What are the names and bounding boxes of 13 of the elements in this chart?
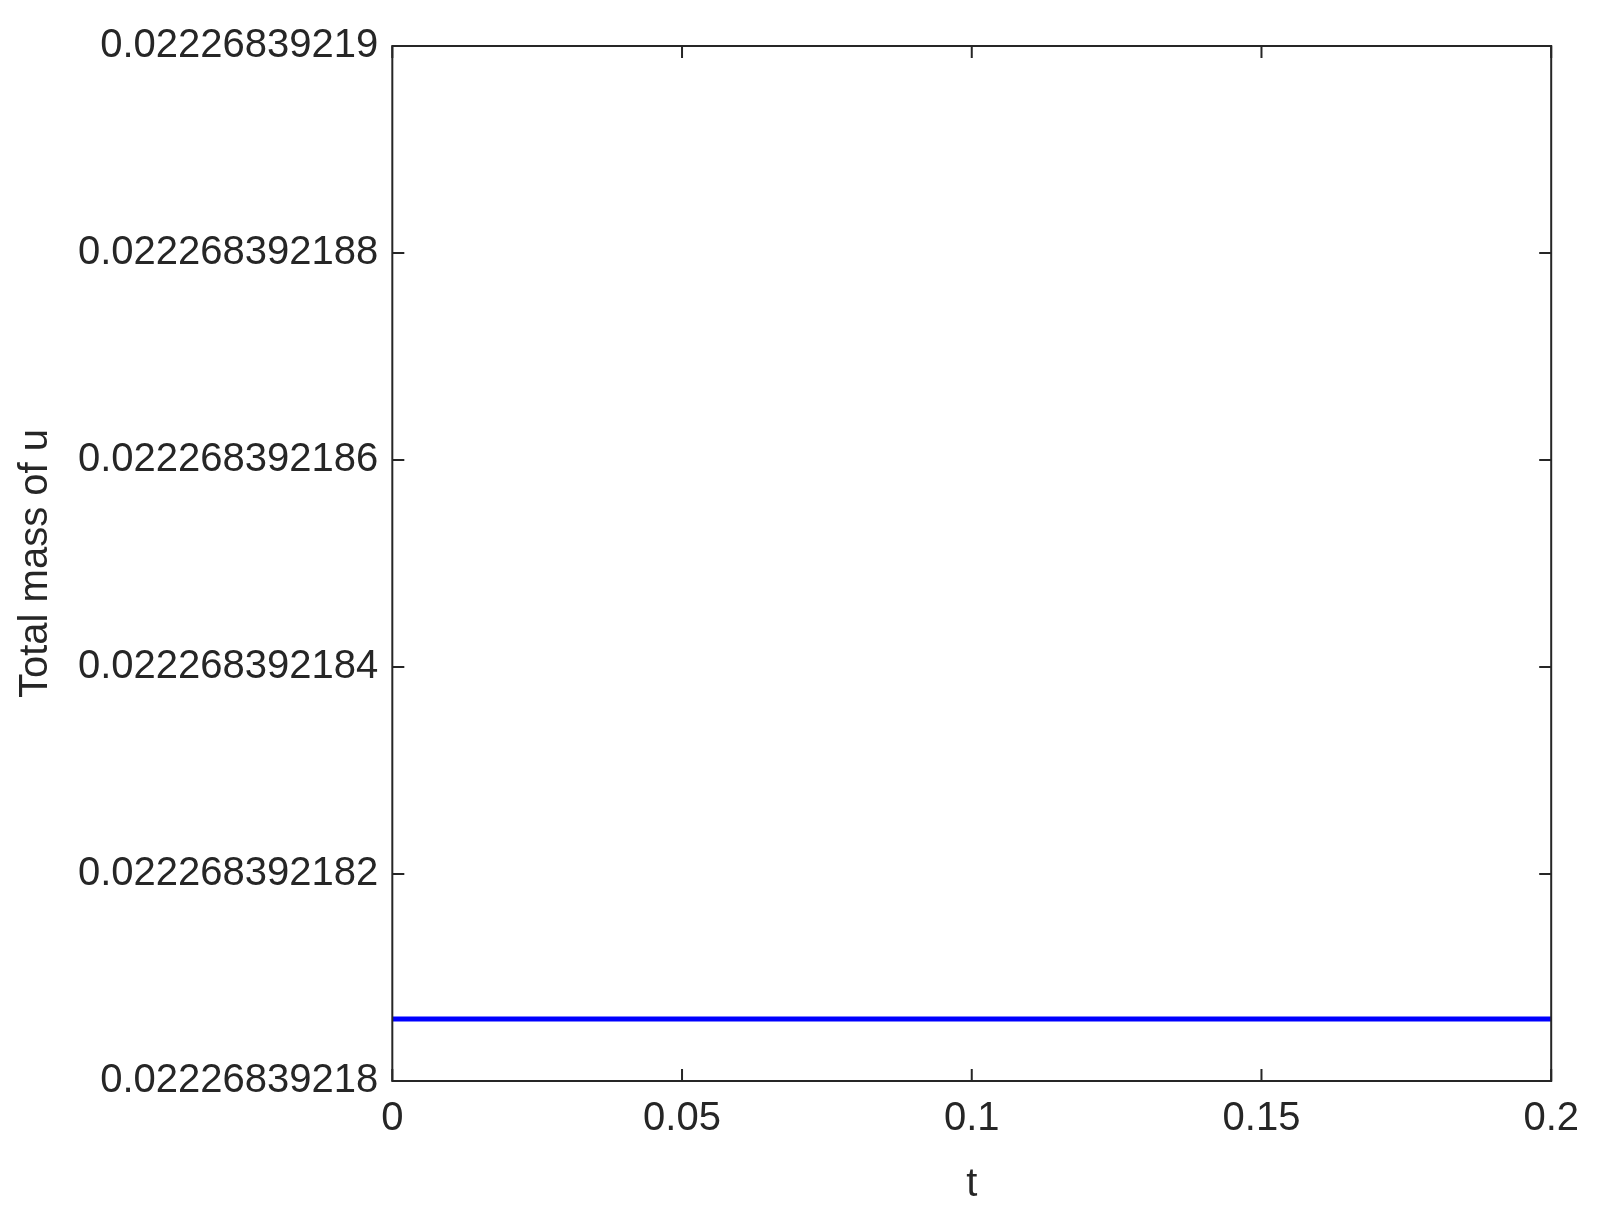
x-tick-label: 0.2 — [1523, 1094, 1579, 1139]
x-tick-label: 0.15 — [1222, 1094, 1301, 1139]
x-tick-label: 0 — [381, 1094, 404, 1139]
y-tick-label: 0.022268392184 — [78, 642, 379, 687]
x-tick-label: 0.1 — [943, 1094, 1000, 1139]
y-tick-label: 0.02226839218 — [100, 1056, 379, 1101]
y-tick-label: 0.022268392186 — [78, 435, 379, 480]
y-tick-label: 0.022268392188 — [78, 228, 379, 273]
y-tick-label: 0.022268392182 — [78, 849, 379, 894]
y-tick-label: 0.02226839219 — [100, 21, 379, 66]
x-axis-title: t — [966, 1160, 978, 1205]
y-axis-title: Total mass of u — [11, 428, 56, 699]
x-tick-label: 0.05 — [643, 1094, 721, 1139]
